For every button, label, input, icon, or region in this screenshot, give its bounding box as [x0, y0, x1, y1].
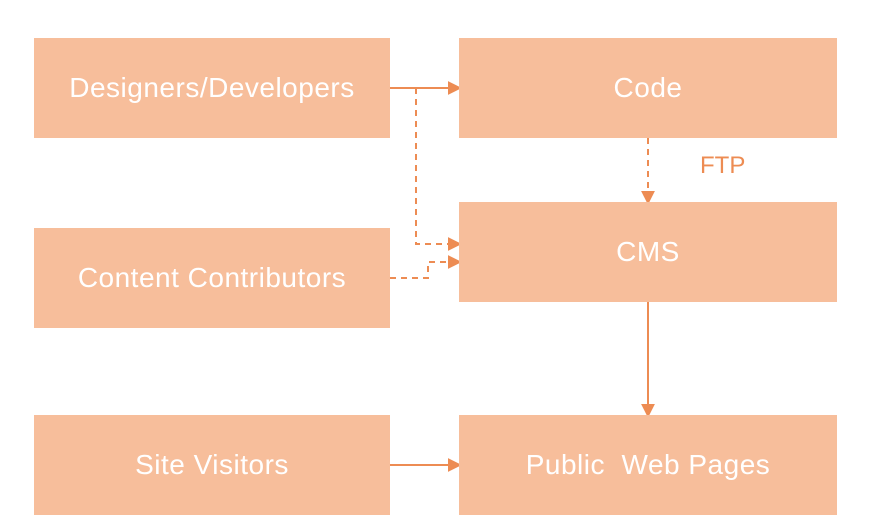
node-site-visitors: Site Visitors: [34, 415, 390, 515]
edge-designers_to_cms: [416, 88, 459, 244]
node-label: Code: [614, 72, 683, 104]
node-public-web-pages: Public Web Pages: [459, 415, 837, 515]
node-code: Code: [459, 38, 837, 138]
node-cms: CMS: [459, 202, 837, 302]
node-label: Public Web Pages: [526, 449, 771, 481]
edge-contrib_to_cms: [390, 262, 459, 278]
edge-label-text: FTP: [700, 152, 745, 179]
edge-label-ftp: FTP: [700, 152, 745, 180]
node-designers-developers: Designers/Developers: [34, 38, 390, 138]
node-content-contributors: Content Contributors: [34, 228, 390, 328]
node-label: Designers/Developers: [69, 72, 354, 104]
node-label: CMS: [616, 236, 680, 268]
diagram-stage: Designers/Developers Code CMS Content Co…: [0, 0, 870, 530]
node-label: Content Contributors: [78, 262, 346, 294]
node-label: Site Visitors: [135, 449, 289, 481]
